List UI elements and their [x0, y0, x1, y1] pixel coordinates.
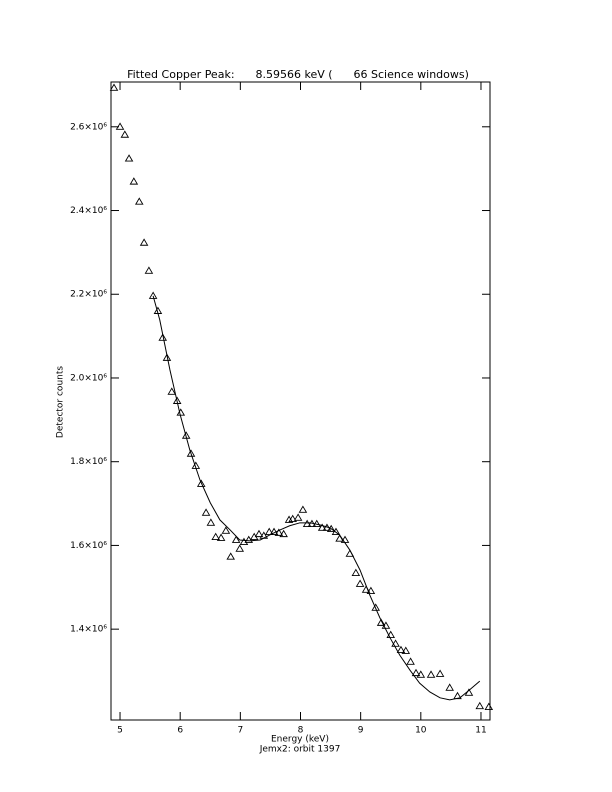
data-point — [445, 683, 454, 691]
data-point — [124, 154, 134, 162]
data-point — [129, 177, 139, 185]
data-point — [196, 479, 206, 487]
data-point — [376, 618, 386, 626]
data-point — [221, 526, 231, 534]
data-point — [435, 669, 445, 677]
data-point — [386, 630, 396, 638]
x-tick-label: 11 — [475, 726, 486, 736]
x-axis-sublabel: Jemx2: orbit 1397 — [259, 745, 341, 755]
data-point — [162, 353, 172, 361]
x-tick-label: 5 — [117, 726, 123, 736]
y-tick-label: 1.4×10⁶ — [70, 625, 107, 635]
y-tick-label: 2.0×10⁶ — [70, 373, 107, 383]
data-point — [396, 645, 406, 654]
data-point — [351, 568, 361, 577]
data-point — [411, 668, 421, 677]
data-point — [139, 238, 149, 246]
data-point — [115, 122, 125, 130]
data-point — [317, 523, 327, 531]
data-point — [158, 333, 168, 341]
data-point — [206, 518, 216, 526]
data-point — [288, 514, 297, 523]
x-tick-label: 9 — [358, 726, 364, 736]
x-tick-label: 6 — [177, 726, 183, 736]
data-point — [109, 83, 119, 91]
data-point — [254, 529, 264, 538]
y-tick-label: 2.2×10⁶ — [70, 290, 107, 300]
data-point — [426, 670, 436, 678]
data-point — [371, 603, 380, 611]
data-point — [366, 586, 376, 595]
fit-line — [152, 295, 481, 701]
data-point — [186, 449, 196, 457]
data-point — [355, 579, 365, 587]
x-axis-label: Energy (keV) — [271, 735, 329, 745]
data-point — [279, 529, 288, 538]
data-point — [134, 197, 144, 205]
data-point — [211, 532, 220, 541]
chart-title: Fitted Copper Peak: 8.59566 keV ( 66 Sci… — [127, 68, 469, 81]
data-point — [120, 130, 130, 138]
data-point — [391, 639, 400, 647]
x-tick-label: 7 — [237, 726, 243, 736]
y-tick-label: 1.8×10⁶ — [70, 457, 107, 467]
data-point — [235, 544, 245, 552]
data-point — [231, 535, 241, 543]
data-point — [416, 670, 426, 678]
y-tick-label: 2.6×10⁶ — [70, 122, 107, 132]
data-point — [226, 552, 235, 560]
data-point — [326, 524, 336, 533]
data-point — [475, 701, 485, 710]
data-point — [302, 519, 312, 528]
data-point — [401, 646, 411, 654]
data-point — [274, 528, 284, 536]
data-point — [144, 266, 154, 274]
data-point — [201, 508, 211, 516]
data-point — [216, 533, 226, 541]
y-axis-label: Detector counts — [56, 366, 66, 438]
y-tick-label: 1.6×10⁶ — [70, 541, 107, 551]
data-point — [148, 291, 158, 299]
data-point — [264, 527, 274, 535]
data-point — [406, 657, 415, 665]
data-point — [298, 505, 308, 513]
x-tick-label: 10 — [415, 726, 427, 736]
data-point — [167, 387, 177, 395]
data-point — [484, 702, 494, 710]
data-point — [293, 513, 303, 521]
x-tick-label: 8 — [298, 726, 304, 736]
y-tick-label: 2.4×10⁶ — [70, 206, 107, 216]
